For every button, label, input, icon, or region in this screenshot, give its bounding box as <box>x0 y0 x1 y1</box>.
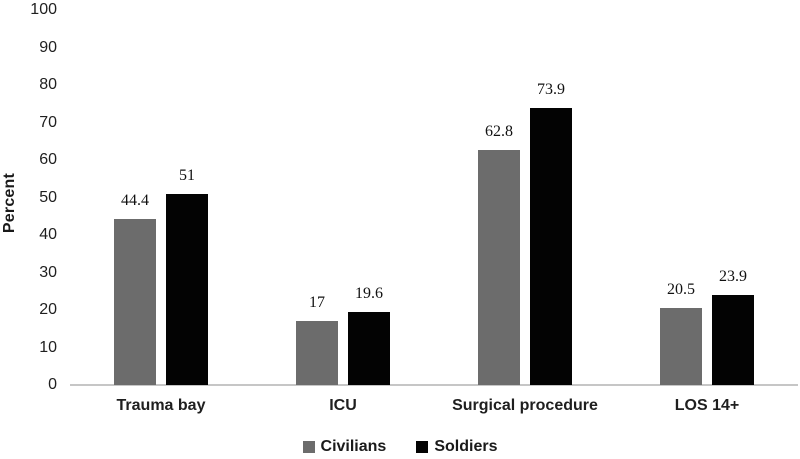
value-label-soldiers-trauma-bay: 51 <box>179 166 195 184</box>
y-tick-label-20: 20 <box>39 301 57 318</box>
y-tick-label-80: 80 <box>39 76 57 93</box>
legend-swatch-civilians-icon <box>302 441 315 453</box>
value-label-civilians-los-14-: 20.5 <box>667 281 695 299</box>
y-tick-label-30: 30 <box>39 263 57 281</box>
y-tick-label-100: 100 <box>30 1 57 18</box>
y-tick-label-70: 70 <box>39 113 57 131</box>
value-label-soldiers-los-14-: 23.9 <box>719 268 747 286</box>
bar-soldiers-trauma-bay <box>166 193 208 385</box>
bar-civilians-los-14- <box>660 308 702 385</box>
bar-civilians-icu <box>296 321 338 385</box>
legend: Civilians Soldiers <box>0 438 800 456</box>
bar-civilians-trauma-bay <box>114 218 156 385</box>
bar-soldiers-surgical-procedure <box>530 107 572 385</box>
legend-item-civilians: Civilians <box>302 438 387 456</box>
y-tick-label-50: 50 <box>39 188 57 206</box>
y-tick-label-90: 90 <box>39 38 57 56</box>
bar-soldiers-icu <box>348 311 390 385</box>
y-tick-label-10: 10 <box>39 338 57 356</box>
bar-civilians-surgical-procedure <box>478 149 520 385</box>
value-label-civilians-icu: 17 <box>309 294 325 312</box>
category-label-trauma-bay: Trauma bay <box>116 397 206 414</box>
y-tick-label-60: 60 <box>39 151 57 168</box>
y-tick-label-40: 40 <box>39 226 57 243</box>
legend-item-soldiers: Soldiers <box>416 438 497 456</box>
value-label-soldiers-icu: 19.6 <box>355 284 383 302</box>
legend-label-civilians: Civilians <box>320 438 387 455</box>
x-axis-line <box>70 384 798 386</box>
category-label-icu: ICU <box>329 397 357 414</box>
y-tick-label-0: 0 <box>48 376 57 393</box>
value-label-civilians-surgical-procedure: 62.8 <box>485 122 513 140</box>
bar-soldiers-los-14- <box>712 295 754 385</box>
category-label-surgical-procedure: Surgical procedure <box>452 397 598 414</box>
legend-swatch-soldiers-icon <box>416 441 429 453</box>
value-label-soldiers-surgical-procedure: 73.9 <box>537 80 565 98</box>
legend-label-soldiers: Soldiers <box>434 438 498 455</box>
category-label-los-14-: LOS 14+ <box>674 397 740 414</box>
value-label-civilians-trauma-bay: 44.4 <box>121 191 149 209</box>
